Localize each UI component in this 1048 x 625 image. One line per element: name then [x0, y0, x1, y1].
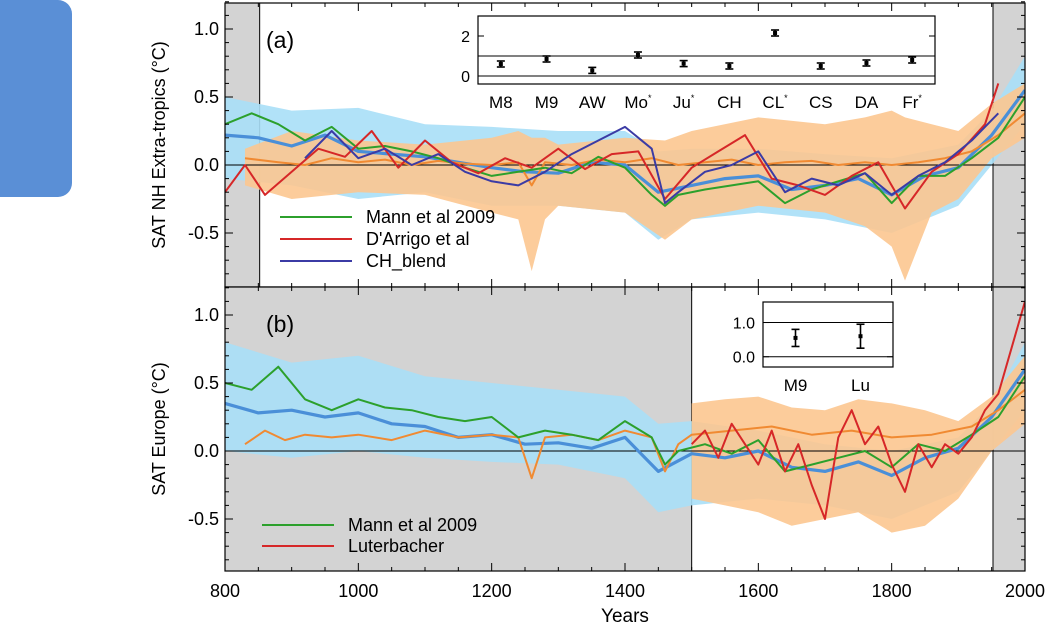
series-line	[690, 301, 1025, 520]
inset-category-label: M9	[784, 376, 808, 395]
x-tick-label: 2000	[1005, 581, 1045, 601]
inset-point	[544, 57, 549, 61]
legend-label: Luterbacher	[348, 536, 444, 556]
y-tick-label: 0.0	[194, 155, 219, 175]
y-axis-label: SAT Europe (°C)	[149, 362, 169, 496]
inset-point	[635, 53, 640, 57]
inset-point	[498, 62, 503, 66]
inset-category-label: M8	[489, 93, 513, 112]
series-line	[244, 112, 1025, 187]
plot-area	[225, 3, 1025, 287]
inset-category-label: CS	[809, 93, 833, 112]
legend-label: D'Arrigo et al	[366, 229, 469, 249]
inset-category-label: CH	[717, 93, 742, 112]
series-line	[225, 368, 1025, 478]
inset-category-label: M9	[535, 93, 559, 112]
inset-point	[773, 31, 778, 35]
series-line	[225, 83, 1000, 210]
inset-category-star: *	[784, 93, 788, 103]
y-tick-label: 1.0	[194, 19, 219, 39]
x-tick-label: 1000	[338, 581, 378, 601]
inset-point	[793, 335, 798, 340]
inset-category-label: Mo*	[624, 93, 652, 112]
uncertainty-band	[245, 83, 1025, 281]
inset-chart: 1.0 0.0 M9 Lu	[733, 301, 894, 395]
inset-y-tick-label: 2	[461, 29, 470, 46]
panel-b: 800 1000 1200 1400 1600 1800 2000 1.0 0.5 0.0 -0.5…	[149, 286, 1045, 601]
inset-chart: 0 2 M8 M9 AW Mo* Ju* CH CL* CS DA Fr*	[461, 15, 936, 112]
y-tick-label: 0.5	[194, 373, 219, 393]
inset-y-tick-label: 1.0	[733, 316, 755, 333]
series-line	[304, 112, 1000, 205]
inset-point	[727, 64, 732, 68]
inset-category-star: *	[648, 93, 652, 103]
inset-point	[858, 334, 863, 339]
panel-label: (a)	[266, 27, 294, 53]
x-tick-label: 1800	[872, 581, 912, 601]
inset-category-label: Ju*	[673, 93, 695, 112]
inset-category-label: AW	[579, 93, 606, 112]
inset-point	[681, 61, 686, 66]
y-axis-label: SAT NH Extra-tropics (°C)	[149, 41, 169, 249]
plot-area	[225, 287, 1025, 571]
inset-y-tick-label: 0.0	[733, 350, 755, 367]
inset-point	[864, 61, 869, 65]
x-tick-label: 800	[210, 581, 240, 601]
inset-frame	[477, 15, 936, 85]
legend-label: Mann et al 2009	[348, 515, 477, 535]
side-tab-marker	[0, 0, 72, 197]
inset-category-label: CL*	[762, 93, 788, 112]
inset-category-label: Fr*	[902, 93, 922, 112]
y-tick-label: 0.5	[194, 87, 219, 107]
y-tick-label: 1.0	[194, 305, 219, 325]
y-tick-label: -0.5	[188, 223, 219, 243]
inset-category-label: DA	[855, 93, 879, 112]
x-tick-label: 1600	[738, 581, 778, 601]
inset-y-tick-label: 0	[461, 69, 470, 86]
inset-category-label: Lu	[851, 376, 870, 395]
x-tick-label: 1200	[472, 581, 512, 601]
inset-point	[590, 68, 595, 73]
x-tick-label: 1400	[605, 581, 645, 601]
panel-a: 1.0 0.5 0.0 -0.5 SAT NH Extra-tropics (°C) (a…	[149, 1, 1026, 288]
legend-label: Mann et al 2009	[366, 207, 495, 227]
series-line	[225, 96, 1025, 207]
x-axis-label: Years	[601, 606, 649, 625]
y-tick-label: 0.0	[194, 441, 219, 461]
inset-point	[910, 58, 915, 62]
y-tick-label: -0.5	[188, 509, 219, 529]
series-line	[225, 365, 1025, 473]
uncertainty-band	[691, 355, 1025, 533]
panel-label: (b)	[266, 311, 294, 337]
inset-frame	[762, 301, 894, 368]
inset-category-star: *	[918, 93, 922, 103]
inset-category-star: *	[691, 93, 695, 103]
inset-point	[818, 64, 823, 68]
legend-label: CH_blend	[366, 251, 446, 272]
